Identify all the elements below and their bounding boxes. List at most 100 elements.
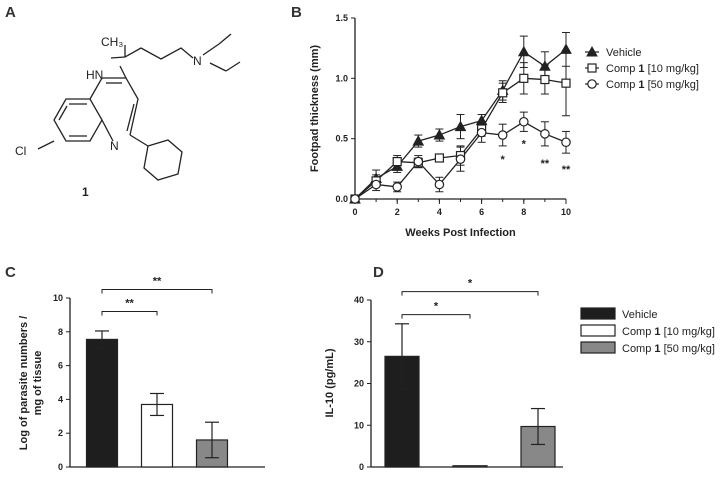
- data-point-1: [434, 153, 444, 163]
- c2-cyclohexyl-bond: [129, 134, 149, 147]
- data-point-2: [434, 179, 445, 190]
- compound-number: 1: [82, 185, 89, 199]
- y-axis-label: IL-10 (pg/mL): [324, 348, 336, 417]
- data-point-2: [413, 156, 424, 167]
- ethyl-bond-2b: [225, 61, 241, 72]
- significance-marker: *: [501, 154, 506, 166]
- y-tick-label: 0: [58, 462, 63, 472]
- nh-ch-bond: [110, 56, 126, 59]
- significance-bracket: [101, 311, 158, 316]
- panel-label-d: D: [373, 264, 384, 281]
- data-point-2: [497, 130, 508, 140]
- x-axis-label: Weeks Post Infection: [405, 227, 516, 239]
- atom-label-hn: HN: [86, 68, 103, 82]
- data-point-1: [392, 156, 402, 167]
- benzene-ring: [53, 98, 103, 142]
- legend-marker: [586, 45, 598, 57]
- significance-marker: **: [153, 276, 162, 288]
- x-tick-label: 4: [437, 207, 442, 217]
- y-tick-label: 1.5: [335, 13, 348, 23]
- legend-label: Comp 1 [50 mg/kg]: [606, 79, 699, 91]
- data-point-0: [560, 43, 572, 54]
- data-point-0: [433, 129, 446, 140]
- data-point-2: [476, 127, 487, 138]
- y-tick-label: 2: [58, 428, 63, 438]
- ethyl-bond-2: [209, 62, 227, 72]
- chemical-structure: [37, 33, 241, 181]
- legend-label: Comp 1 [50 mg/kg]: [622, 343, 715, 355]
- significance-bracket: [101, 289, 213, 294]
- y-tick-label: 10: [53, 293, 63, 303]
- legend-marker: [587, 63, 597, 73]
- side-chain: [124, 47, 194, 60]
- panel-label-a: A: [5, 4, 16, 21]
- significance-marker: **: [562, 164, 571, 176]
- legend-label: Comp 1 [10 mg/kg]: [622, 326, 715, 338]
- data-point-0: [412, 135, 425, 146]
- c4-nh-bond: [119, 65, 127, 79]
- significance-marker: *: [468, 278, 473, 290]
- data-point-0: [454, 120, 467, 132]
- atom-label-cl: Cl: [15, 144, 26, 158]
- data-point-2: [455, 154, 466, 164]
- ethyl-bond-1: [202, 43, 220, 56]
- y-tick-label: 10: [354, 420, 364, 430]
- footpad-thickness-chart: 0.0 0.5 1.0 1.5 0 2 4 6 8 10 Weeks Post Infection F…: [309, 13, 699, 239]
- data-point-1: [519, 73, 529, 83]
- y-tick-label: 8: [58, 327, 63, 337]
- pyridine-bond-n: [101, 119, 114, 142]
- atom-label-methyl: CH₃: [101, 35, 123, 49]
- data-point-2: [350, 194, 360, 204]
- y-axis-label-line-1: Log of parasite numbers /: [18, 316, 30, 450]
- data-point-2: [561, 137, 571, 148]
- legend-swatch: [580, 341, 616, 354]
- ethyl-bond-1b: [218, 33, 232, 45]
- y-tick-label: 0.5: [335, 134, 348, 144]
- y-axis-label-line-2: mg of tissue: [32, 351, 44, 416]
- data-point-0: [475, 114, 488, 126]
- legend-label: Comp 1 [10 mg/kg]: [606, 63, 699, 75]
- data-point-2: [392, 182, 402, 192]
- significance-bracket: [401, 314, 471, 319]
- atom-label-n-ring: N: [110, 139, 119, 153]
- data-point-0: [517, 45, 530, 57]
- cyclohexyl-ring: [143, 139, 183, 181]
- data-point-2: [540, 129, 550, 139]
- benzene-inner-bond-3: [58, 105, 68, 121]
- significance-marker: *: [434, 301, 439, 313]
- y-tick-label: 6: [58, 361, 63, 371]
- data-point-1: [540, 74, 550, 85]
- x-tick-label: 2: [395, 207, 400, 217]
- data-point-2: [518, 116, 529, 127]
- significance-marker: **: [541, 158, 550, 170]
- bar-0: [85, 338, 119, 468]
- data-point-2: [371, 179, 381, 190]
- x-tick-label: 10: [561, 207, 571, 217]
- parasite-burden-chart: 0 2 4 6 8 10 ** ** Log of parasite numbers / mg o…: [18, 276, 265, 472]
- y-tick-label: 30: [354, 337, 364, 347]
- pyridine-inner-bond-2: [126, 103, 135, 132]
- legend-label: Vehicle: [622, 309, 657, 321]
- data-point-1: [498, 88, 508, 98]
- atom-label-n-amine: N: [193, 54, 202, 68]
- il10-chart: 0 10 20 30 40 * * IL-10 (pg/mL) Vehicle Comp 1 [1…: [324, 278, 715, 472]
- y-tick-label: 1.0: [335, 73, 348, 83]
- y-tick-label: 40: [354, 295, 364, 305]
- x-tick-label: 8: [521, 207, 526, 217]
- significance-marker: *: [522, 138, 527, 150]
- legend-swatch: [580, 324, 616, 337]
- legend-label: Vehicle: [606, 47, 641, 59]
- x-tick-label: 6: [479, 207, 484, 217]
- y-tick-label: 0.0: [335, 194, 348, 204]
- significance-marker: **: [125, 298, 134, 310]
- pyridine-ring: [89, 77, 139, 136]
- y-tick-label: 4: [58, 394, 63, 404]
- y-tick-label: 0: [359, 462, 364, 472]
- legend-swatch: [580, 307, 616, 320]
- significance-bracket: [401, 291, 539, 296]
- y-tick-label: 20: [354, 379, 364, 389]
- data-point-0: [539, 60, 551, 71]
- y-axis-label: Footpad thickness (mm): [309, 45, 321, 172]
- legend-marker: [587, 79, 597, 89]
